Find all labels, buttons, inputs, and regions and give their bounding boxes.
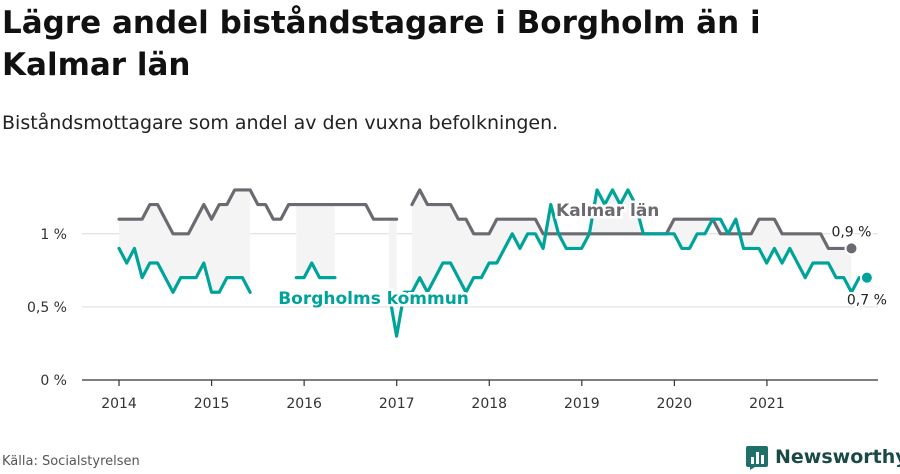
difference-band — [412, 189, 852, 293]
series-end-dot — [859, 270, 874, 285]
series-line-kalmar — [117, 188, 399, 236]
series-end-dot — [844, 241, 859, 256]
x-tick-label: 2016 — [286, 396, 322, 412]
newsworthy-bar-chart-logo-icon — [746, 445, 768, 470]
series-end-label: 0,7 % — [847, 293, 887, 309]
series-annotation: Borgholms kommun — [278, 289, 469, 309]
y-tick-label: 0,5 % — [27, 300, 67, 316]
series-end-label: 0,9 % — [831, 224, 871, 240]
difference-band — [119, 189, 251, 293]
x-tick-label: 2021 — [749, 396, 785, 412]
x-tick-label: 2018 — [471, 396, 507, 412]
x-tick-label: 2014 — [101, 396, 137, 412]
difference-band — [296, 204, 335, 278]
x-tick-label: 2019 — [564, 396, 600, 412]
series-line-kalmar — [410, 188, 854, 251]
x-tick-label: 2017 — [379, 396, 415, 412]
y-tick-label: 0 % — [40, 373, 67, 389]
x-tick-label: 2020 — [657, 396, 693, 412]
y-tick-label: 1 % — [40, 227, 67, 243]
series-line-borgholm — [294, 261, 337, 280]
chart-title: Lägre andel biståndstagare i Borgholm än… — [2, 5, 761, 83]
series-line-borgholm — [387, 188, 869, 338]
series-annotation: Kalmar län — [556, 201, 659, 221]
brand-name: Newsworthy — [775, 446, 900, 468]
x-tick-label: 2015 — [194, 396, 230, 412]
source-note: Källa: Socialstyrelsen — [2, 454, 140, 469]
difference-band — [388, 219, 397, 337]
series-line-borgholm — [117, 246, 252, 294]
chart-subtitle: Biståndsmottagare som andel av den vuxna… — [2, 112, 559, 134]
newsworthy-logo: Newsworthy — [746, 443, 900, 471]
